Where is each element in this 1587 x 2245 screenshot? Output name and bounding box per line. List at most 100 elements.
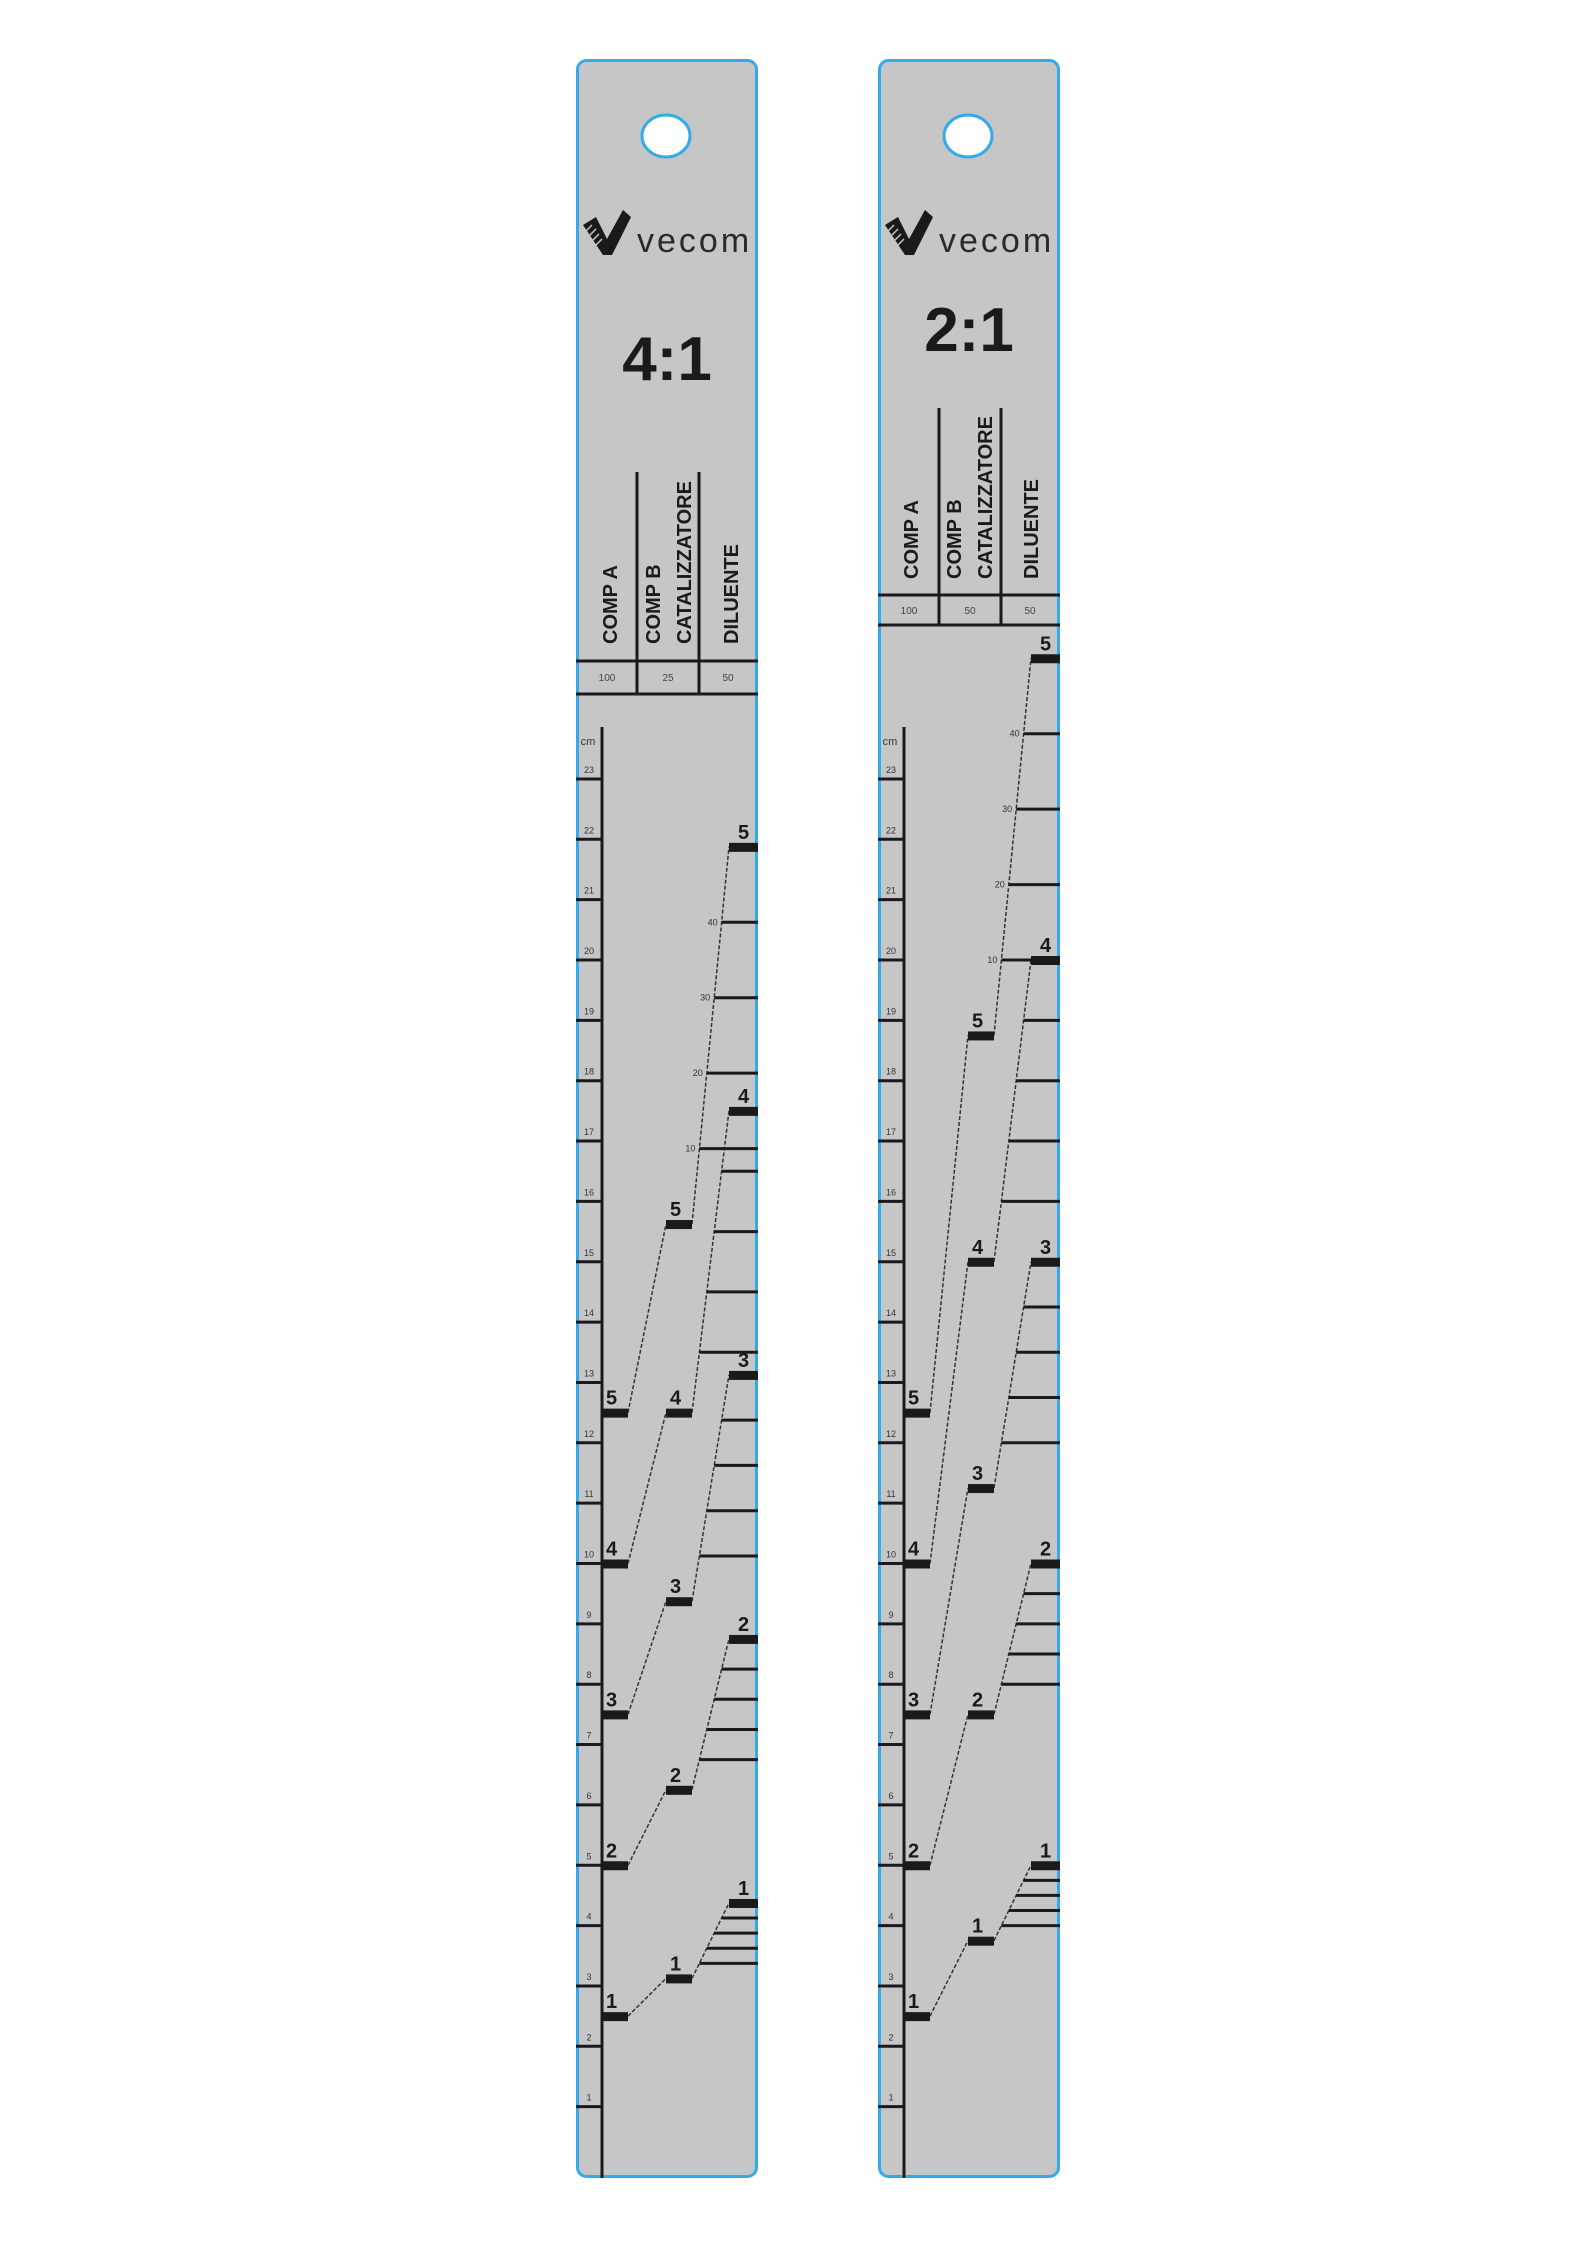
connector-line-b-diluent (691, 1110, 730, 1413)
comp-b-mark (968, 1484, 994, 1494)
comp-b-mark-label: 3 (670, 1576, 681, 1598)
measurement-scale: cm12345678910111213141516171819202122231… (878, 633, 1060, 2178)
connector-line-a-b (929, 1261, 969, 1564)
scale-tick-label: 16 (584, 1187, 594, 1197)
comp-a-mark (904, 1861, 930, 1871)
scale-tick-label: 6 (586, 1791, 591, 1801)
comp-a-mark-label: 5 (908, 1388, 919, 1410)
brand-name: vecom (637, 222, 752, 260)
scale-tick-label: 20 (886, 946, 896, 956)
value-comp-b: 50 (964, 606, 976, 617)
header-diluent: DILUENTE (721, 544, 743, 644)
scale-tick-label: 4 (888, 1912, 893, 1922)
scale-tick-label: 17 (886, 1127, 896, 1137)
scale-unit-label: cm (581, 736, 596, 748)
comp-b-mark (968, 1257, 994, 1267)
scale-tick-label: 6 (888, 1791, 893, 1801)
comp-a-mark (602, 1710, 628, 1720)
ruler-body (576, 59, 758, 2178)
comp-b-mark-label: 2 (972, 1689, 983, 1711)
connector-line-b-diluent (993, 1261, 1032, 1489)
connector-line-a-b (627, 1977, 667, 2017)
scale-tick-label: 23 (584, 765, 594, 775)
diluent-mark-label: 4 (1040, 935, 1052, 957)
comp-b-mark-label: 5 (670, 1199, 681, 1221)
dilution-step-label: 10 (685, 1144, 695, 1154)
connector-line-a-b (929, 1714, 969, 1866)
scale-tick-label: 20 (584, 946, 594, 956)
comp-b-mark-label: 4 (670, 1388, 682, 1410)
comp-a-mark (904, 1710, 930, 1720)
connector-line-a-b (627, 1223, 667, 1413)
comp-b-mark (666, 1785, 692, 1795)
scale-tick-label: 18 (886, 1067, 896, 1077)
scale-tick-label: 10 (886, 1550, 896, 1560)
comp-b-mark-label: 4 (972, 1237, 984, 1259)
diluent-mark-label: 4 (738, 1086, 750, 1108)
comp-b-mark-label: 3 (972, 1463, 983, 1485)
comp-a-mark-label: 3 (908, 1689, 919, 1711)
scale-tick-label: 9 (888, 1610, 893, 1620)
scale-tick-label: 1 (888, 2093, 893, 2103)
diluent-mark-label: 5 (738, 822, 749, 844)
ruler-graphic: vecom 2:1 COMP A COMP B CATALIZZATORE DI… (878, 59, 1060, 2178)
scale-tick-label: 21 (886, 886, 896, 896)
diluent-mark-label: 1 (1040, 1840, 1051, 1862)
connector-line-a-b (929, 1940, 969, 2017)
ruler-body (878, 59, 1060, 2178)
dilution-step-label: 20 (995, 880, 1005, 890)
diluent-mark (729, 1370, 758, 1380)
connector-line-b-diluent (691, 1902, 730, 1979)
header-catalyst: CATALIZZATORE (975, 416, 997, 579)
vecom-logo-icon (583, 210, 631, 255)
header-comp-b: COMP B (643, 564, 665, 644)
mix-ratio-title: 2:1 (924, 296, 1014, 365)
scale-tick-label: 11 (886, 1489, 895, 1499)
scale-tick-label: 12 (886, 1429, 896, 1439)
scale-tick-label: 2 (888, 2032, 893, 2042)
value-comp-a: 100 (599, 673, 616, 684)
comp-a-mark (602, 2012, 628, 2022)
dilution-step-label: 30 (1002, 804, 1012, 814)
comp-b-mark-label: 1 (670, 1953, 681, 1975)
comp-a-mark (904, 2012, 930, 2022)
dilution-step-label: 40 (708, 917, 718, 927)
scale-tick-label: 7 (888, 1731, 893, 1741)
comp-a-mark-label: 1 (606, 1991, 617, 2013)
scale-tick-label: 12 (584, 1429, 594, 1439)
brand-name: vecom (939, 222, 1054, 260)
comp-b-mark (968, 1031, 994, 1041)
scale-tick-label: 17 (584, 1127, 594, 1137)
scale-tick-label: 11 (584, 1489, 593, 1499)
hanging-hole (942, 113, 994, 159)
header-grid (878, 408, 1060, 627)
scale-tick-label: 2 (586, 2032, 591, 2042)
diluent-mark (729, 1898, 758, 1908)
scale-tick-label: 9 (586, 1610, 591, 1620)
scale-tick-label: 13 (584, 1368, 594, 1378)
vecom-logo-icon (885, 210, 933, 255)
scale-tick-label: 14 (584, 1308, 594, 1318)
header-catalyst: CATALIZZATORE (674, 481, 696, 644)
scale-tick-label: 21 (584, 886, 594, 896)
connector-line-a-b (929, 1035, 969, 1413)
scale-tick-label: 22 (584, 825, 594, 835)
comp-a-mark (602, 1559, 628, 1569)
connector-line-b-diluent (691, 846, 730, 1225)
diluent-mark-label: 3 (738, 1350, 749, 1372)
header-comp-a: COMP A (901, 500, 923, 579)
comp-a-mark-label: 5 (606, 1388, 617, 1410)
mix-ratio-title: 4:1 (622, 325, 712, 394)
connector-line-b-diluent (993, 1563, 1032, 1715)
diluent-mark-label: 5 (1040, 633, 1051, 655)
measurement-scale: cm12345678910111213141516171819202122231… (576, 727, 758, 2178)
comp-b-mark (666, 1974, 692, 1984)
diluent-mark (1031, 1559, 1060, 1569)
scale-tick-label: 5 (586, 1851, 591, 1861)
value-comp-a: 100 (901, 606, 918, 617)
diluent-mark (1031, 1257, 1060, 1267)
scale-tick-label: 1 (586, 2093, 591, 2103)
comp-a-mark-label: 4 (606, 1539, 618, 1561)
comp-b-mark-label: 2 (670, 1765, 681, 1787)
scale-tick-label: 3 (888, 1972, 893, 1982)
